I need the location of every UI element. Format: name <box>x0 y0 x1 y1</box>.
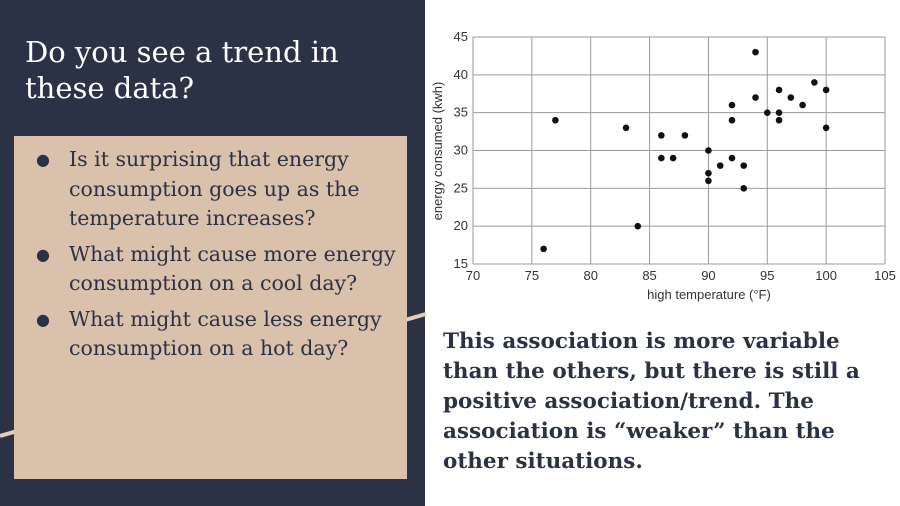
chart-grid <box>472 36 886 265</box>
data-point <box>716 162 724 169</box>
data-point <box>728 101 736 109</box>
question-item: ● What might cause less energy consumpti… <box>14 305 407 364</box>
y-tick-label: 15 <box>454 256 468 271</box>
question-item: ● What might cause more energy consumpti… <box>14 240 407 299</box>
y-tick-label: 25 <box>454 180 468 195</box>
y-tick-label: 30 <box>454 143 468 158</box>
data-point <box>787 94 795 101</box>
data-point <box>799 101 806 109</box>
data-point <box>705 169 712 177</box>
data-point <box>705 177 712 185</box>
data-point <box>540 245 547 253</box>
data-point <box>775 86 783 94</box>
data-point <box>775 109 783 116</box>
data-point <box>705 147 712 154</box>
question-text: Is it surprising that energy consumption… <box>69 147 360 230</box>
chart-ticks: 70 75 80 85 90 95 100 105 15 20 25 30 35 40 45 <box>454 29 896 283</box>
question-item: ● Is it surprising that energy consumpti… <box>14 145 407 234</box>
data-point <box>752 48 759 56</box>
bullet-icon: ● <box>36 309 50 329</box>
data-point <box>728 154 736 162</box>
data-point <box>740 185 748 192</box>
data-point <box>658 132 665 139</box>
data-point <box>822 86 830 94</box>
data-point <box>811 79 818 86</box>
x-axis-label: high temperature (°F) <box>647 287 771 302</box>
y-tick-label: 40 <box>454 67 468 82</box>
bullet-icon: ● <box>36 244 50 264</box>
data-point <box>740 162 748 169</box>
question-box: ● Is it surprising that energy consumpti… <box>14 136 407 479</box>
data-point <box>775 116 783 124</box>
question-text: What might cause less energy consumption… <box>69 306 382 361</box>
x-tick-label: 85 <box>642 268 656 283</box>
y-tick-label: 35 <box>454 105 468 120</box>
question-text: What might cause more energy consumption… <box>69 241 396 296</box>
data-point <box>752 94 759 101</box>
chart-points <box>540 48 830 253</box>
data-point <box>681 132 689 139</box>
data-point <box>728 116 736 124</box>
data-point <box>822 124 830 132</box>
slide-title: Do you see a trend in these data? <box>25 35 339 105</box>
question-list: ● Is it surprising that energy consumpti… <box>14 136 407 364</box>
scatter-chart: 70 75 80 85 90 95 100 105 15 20 25 30 35 40 45 high te… <box>430 29 896 302</box>
x-tick-label: 70 <box>466 268 480 283</box>
bullet-icon: ● <box>36 150 50 169</box>
x-tick-label: 105 <box>874 268 896 283</box>
data-point <box>658 154 665 162</box>
data-point <box>634 222 642 230</box>
data-point <box>763 109 771 116</box>
data-point <box>622 124 630 132</box>
y-tick-label: 45 <box>454 29 468 44</box>
data-point <box>552 116 559 124</box>
x-tick-label: 95 <box>760 268 774 283</box>
x-tick-label: 80 <box>583 268 597 283</box>
x-tick-label: 90 <box>701 268 715 283</box>
y-tick-label: 20 <box>454 218 468 233</box>
y-axis-label: energy consumed (kwh) <box>430 82 445 221</box>
x-tick-label: 75 <box>525 268 539 283</box>
x-tick-label: 100 <box>815 268 837 283</box>
data-point <box>669 154 677 162</box>
conclusion-text: This association is more variable than t… <box>443 329 860 474</box>
